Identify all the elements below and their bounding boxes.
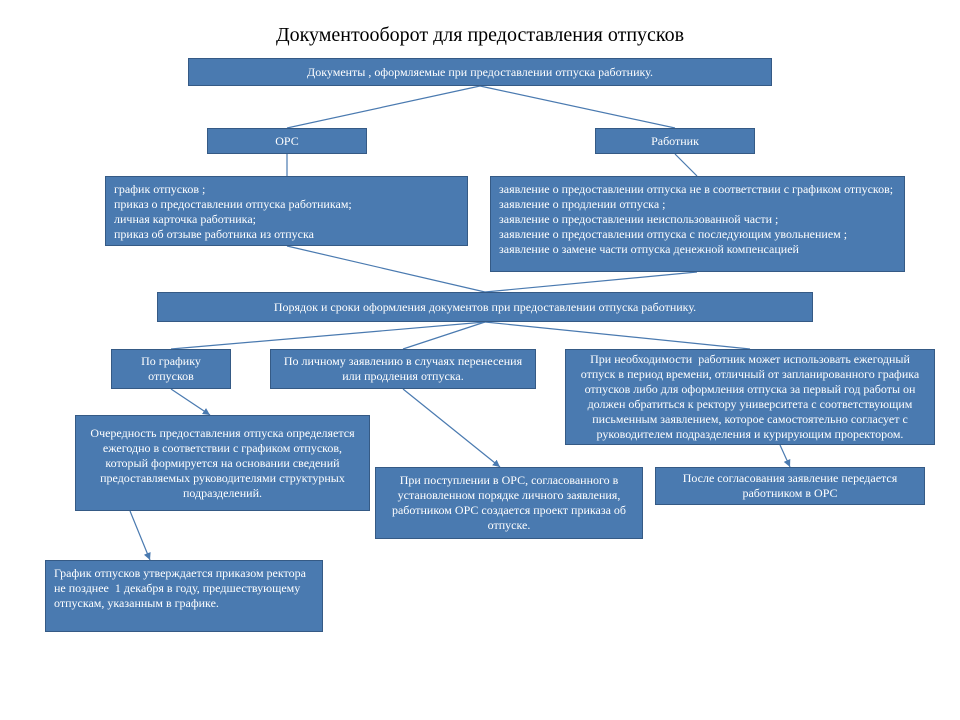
node-need: При необходимости работник может использ… — [565, 349, 935, 445]
node-aftercons: После согласования заявление передается … — [655, 467, 925, 505]
node-bysched: По графику отпусков — [111, 349, 231, 389]
node-onrecv: При поступлении в ОРС, согласованного в … — [375, 467, 643, 539]
node-deadline: График отпусков утверждается приказом ре… — [45, 560, 323, 632]
node-wrk-docs: заявление о предоставлении отпуска не в … — [490, 176, 905, 272]
node-orc-docs: график отпусков ; приказ о предоставлени… — [105, 176, 468, 246]
node-order: Порядок и сроки оформления документов пр… — [157, 292, 813, 322]
node-worker: Работник — [595, 128, 755, 154]
flowchart-stage: Документооборот для предоставления отпус… — [0, 0, 960, 720]
node-byapp: По личному заявлению в случаях перенесен… — [270, 349, 536, 389]
node-queue: Очередность предоставления отпуска опред… — [75, 415, 370, 511]
node-orc: ОРС — [207, 128, 367, 154]
node-root: Документы , оформляемые при предоставлен… — [188, 58, 772, 86]
page-title: Документооборот для предоставления отпус… — [0, 24, 960, 47]
